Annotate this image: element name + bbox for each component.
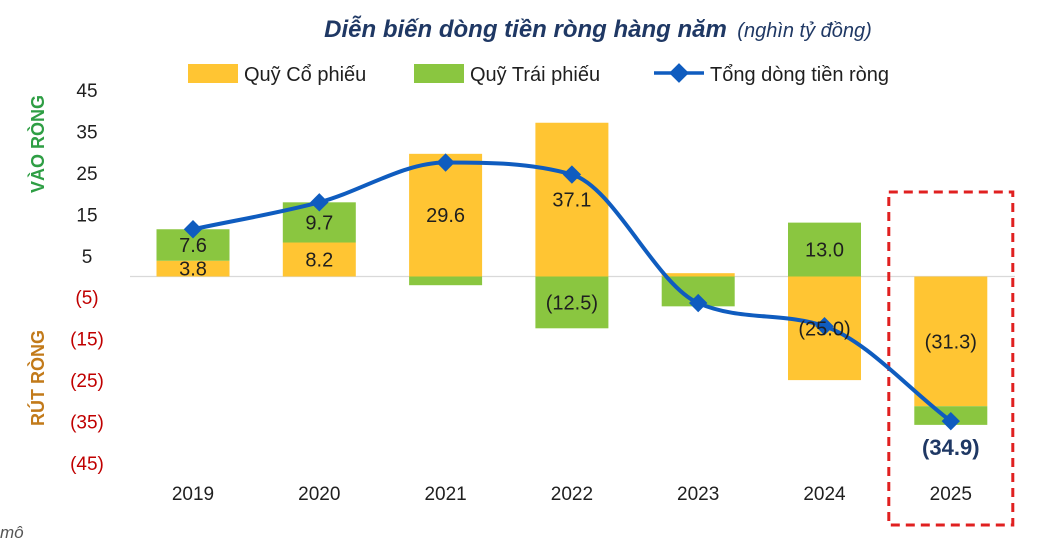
x-tick-label-2024: 2024 bbox=[803, 484, 846, 505]
legend-marker-total bbox=[669, 63, 689, 83]
y-tick-label: (45) bbox=[70, 454, 104, 475]
x-tick-label-2019: 2019 bbox=[172, 484, 214, 505]
y-tick-label: 5 bbox=[82, 247, 93, 268]
total-point-2020 bbox=[310, 193, 329, 212]
bar-bond-fund-2024 bbox=[788, 222, 861, 277]
y-tick-label: (5) bbox=[75, 288, 98, 309]
x-tick-label-2025: 2025 bbox=[930, 484, 972, 505]
side-label-outflow: RÚT RÒNG bbox=[27, 330, 48, 426]
legend-label-bond: Quỹ Trái phiếu bbox=[470, 64, 600, 86]
y-tick-label: 35 bbox=[76, 122, 97, 143]
y-tick-label: (15) bbox=[70, 330, 104, 351]
total-point-2021 bbox=[436, 153, 455, 172]
y-axis: 45 35 25 15 5 (5) (15) (25) (35) (45) bbox=[70, 81, 104, 475]
label-stock-fund-2019: 3.8 bbox=[179, 259, 207, 281]
y-tick-label: (25) bbox=[70, 371, 104, 392]
bar-stock-fund-2020 bbox=[282, 242, 356, 277]
x-tick-label-2023: 2023 bbox=[677, 484, 719, 505]
legend: Quỹ Cổ phiếu Quỹ Trái phiếu Tổng dòng tiền… bbox=[188, 63, 889, 86]
label-bond-fund-2022: (12.5) bbox=[546, 292, 598, 314]
footnote: mô bbox=[0, 523, 24, 542]
highlight-box-2025 bbox=[887, 190, 1015, 527]
chart-title-main: Diễn biến dòng tiền ròng hàng năm bbox=[324, 15, 727, 43]
x-axis: 2019 2020 2021 2022 2023 2024 2025 bbox=[172, 484, 972, 505]
label-stock-fund-2024: (25.0) bbox=[798, 318, 850, 340]
side-label-inflow: VÀO RÒNG bbox=[27, 95, 48, 193]
bar-stock-fund-2019 bbox=[156, 260, 230, 277]
total-point-2019 bbox=[183, 220, 203, 239]
highlight-box bbox=[887, 190, 1015, 527]
bar-bond-fund-2022 bbox=[535, 276, 609, 329]
y-tick-label: 15 bbox=[76, 205, 97, 226]
bar-stock-fund-2025 bbox=[914, 276, 988, 407]
total-point-2023 bbox=[689, 293, 708, 313]
label-bond-fund-2024: 13.0 bbox=[805, 240, 844, 262]
label-stock-fund-2022: 37.1 bbox=[552, 190, 591, 212]
x-tick-label-2020: 2020 bbox=[298, 484, 340, 505]
label-bond-fund-2019: 7.6 bbox=[179, 235, 207, 257]
bar-stock-fund-2023 bbox=[661, 273, 735, 277]
bar-stock-fund-2021 bbox=[409, 153, 483, 277]
x-tick-label-2021: 2021 bbox=[424, 484, 466, 505]
data-labels: 3.87.6 8.2 9.7 29.6 37.1 (12.5) (25.0) 13.0 (31.… bbox=[179, 190, 979, 461]
label-stock-fund-2020: 8.2 bbox=[305, 250, 333, 272]
chart-title-unit: (nghìn tỷ đồng) bbox=[737, 20, 872, 42]
legend-swatch-bond bbox=[414, 64, 464, 83]
total-point-2024 bbox=[815, 317, 834, 336]
legend-label-total: Tổng dòng tiền ròng bbox=[710, 64, 889, 86]
y-tick-label: 25 bbox=[76, 164, 97, 185]
bars bbox=[156, 122, 988, 425]
label-bond-fund-2020: 9.7 bbox=[305, 212, 333, 234]
total-line-series bbox=[183, 153, 960, 431]
label-stock-fund-2025: (31.3) bbox=[925, 331, 977, 353]
y-tick-label: (35) bbox=[70, 413, 104, 434]
bar-stock-fund-2022 bbox=[535, 122, 609, 277]
x-tick-label-2022: 2022 bbox=[551, 484, 593, 505]
total-point-2025 bbox=[941, 411, 960, 431]
side-labels: VÀO RÒNG RÚT RÒNG bbox=[27, 95, 48, 426]
label-stock-fund-2021: 29.6 bbox=[426, 205, 465, 227]
bar-bond-fund-2021 bbox=[409, 276, 483, 286]
label-total-2025: (34.9) bbox=[922, 435, 979, 460]
legend-label-stock: Quỹ Cổ phiếu bbox=[244, 64, 366, 86]
total-point-2022 bbox=[562, 165, 582, 184]
legend-swatch-stock bbox=[188, 64, 238, 83]
chart-title: Diễn biến dòng tiền ròng hàng năm (nghìn… bbox=[324, 15, 872, 43]
y-tick-label: 45 bbox=[76, 81, 97, 102]
